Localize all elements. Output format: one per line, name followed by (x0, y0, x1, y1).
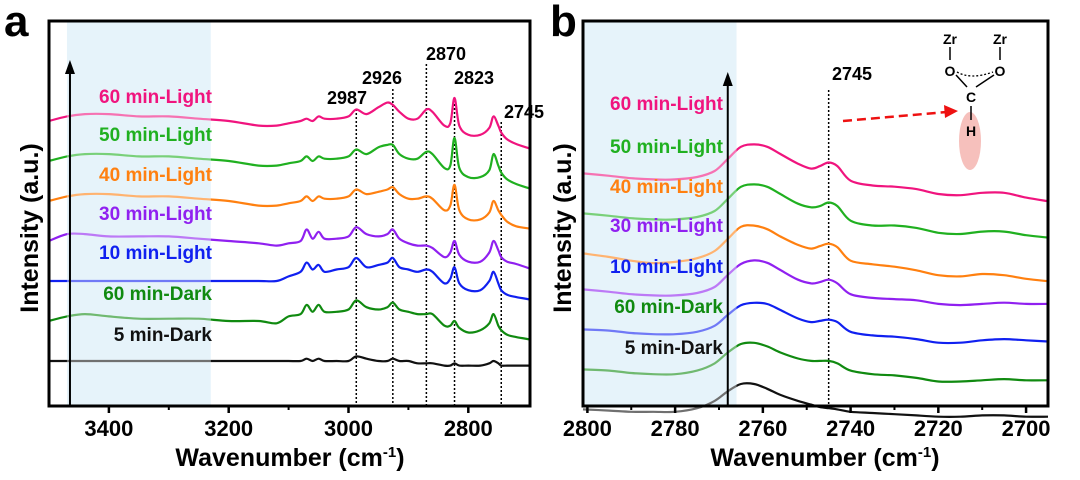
series-group-a (48, 96, 531, 367)
series-labels-a: 60 min-Light 50 min-Light 40 min-Light 30 m… (99, 87, 213, 346)
tick-label-2800: 2800 (444, 416, 493, 441)
arrow-head (64, 60, 75, 74)
series-line-60-min-dark-shaded (583, 344, 737, 376)
series-label-50-min-light: 50 min-Light (610, 137, 724, 158)
series-label-40-min-light: 40 min-Light (99, 165, 213, 186)
peak-labels-b: 2745 (832, 64, 872, 84)
x-axis-title-a: Wavenumber (cm-1) (175, 444, 404, 472)
o-atom-right: O (995, 63, 1006, 79)
trend-arrow-b (722, 72, 733, 406)
tick-label-3000: 3000 (324, 416, 373, 441)
ch-highlight (959, 112, 981, 170)
bond-o-c-left (955, 74, 968, 88)
tick-label-2780: 2780 (651, 416, 700, 441)
arrow-head (722, 72, 733, 86)
tick-label-2700: 2700 (1002, 416, 1051, 441)
peak-label-2823: 2823 (454, 68, 494, 88)
series-line-10-min-light (49, 256, 531, 301)
dashed-arrow-line (842, 110, 948, 123)
tick-label-2740: 2740 (826, 416, 875, 441)
trend-arrow-a (64, 60, 75, 406)
series-line-30-min-light (48, 226, 531, 270)
zr-atom-left: Zr (943, 31, 958, 47)
o-atom-left: O (945, 63, 956, 79)
series-line-60-min-dark (48, 299, 531, 341)
plot-frame-b (581, 19, 1050, 408)
y-axis-title-b: Intensity (a.u.) (549, 143, 577, 312)
series-line-60-min-light-shaded (583, 148, 737, 181)
series-label-50-min-light: 50 min-Light (99, 125, 213, 146)
series-line-30-min-light-shaded (583, 265, 737, 297)
series-line-5-min-dark-shaded (583, 384, 737, 414)
series-line-10-min-light-shaded (583, 306, 737, 336)
y-axis-title-a: Intensity (a.u.) (16, 143, 44, 312)
peak-lines-a (355, 64, 502, 406)
panel-letter-a: a (4, 0, 29, 46)
series-line-40-min-light-shaded (583, 228, 737, 265)
series-label-5-min-dark: 5 min-Dark (625, 338, 724, 359)
tick-label-2720: 2720 (914, 416, 963, 441)
series-labels-b: 60 min-Light 50 min-Light 40 min-Light 30 m… (610, 94, 724, 359)
zr-atom-right: Zr (993, 31, 1008, 47)
x-ticks-b: 2800 2780 2760 2740 2720 2700 (563, 406, 1051, 441)
assignment-arrow (842, 105, 958, 123)
series-label-60-min-light: 60 min-Light (610, 94, 724, 115)
peak-label-2870: 2870 (426, 44, 466, 64)
series-label-30-min-light: 30 min-Light (99, 204, 213, 225)
series-line-60-min-light (48, 96, 531, 150)
x-axis-title-b: Wavenumber (cm-1) (710, 444, 939, 472)
bond-o-c-right (975, 74, 995, 88)
series-group-b (582, 143, 1049, 418)
panel-a: a 3400 3200 3000 2800 29872926287028232745 … (4, 0, 544, 472)
x-ticks-a: 3400 3200 3000 2800 (84, 406, 493, 441)
series-label-30-min-light: 30 min-Light (610, 216, 724, 237)
formate-structure: Zr Zr O O C H (943, 31, 1008, 170)
series-label-10-min-light: 10 min-Light (610, 257, 724, 278)
series-label-40-min-light: 40 min-Light (610, 177, 724, 198)
panel-b: b 2800 2780 2760 2740 2720 2700 2745 60 min-L… (549, 0, 1051, 472)
peak-label-2745: 2745 (504, 102, 544, 122)
series-label-60-min-dark: 60 min-Dark (614, 297, 723, 318)
series-line-50-min-light (48, 136, 531, 190)
peak-label-2987: 2987 (327, 88, 367, 108)
shaded-region-a (66, 21, 211, 406)
series-line-50-min-light-shaded (583, 188, 737, 221)
series-label-60-min-light: 60 min-Light (99, 87, 213, 108)
tick-label-2800: 2800 (563, 416, 612, 441)
series-label-10-min-light: 10 min-Light (99, 243, 213, 264)
tick-label-3200: 3200 (204, 416, 253, 441)
peak-label-2926: 2926 (362, 68, 402, 88)
series-line-40-min-light (48, 183, 531, 230)
panel-letter-b: b (550, 0, 577, 46)
tick-label-3400: 3400 (84, 416, 133, 441)
arrow-head (944, 105, 958, 118)
c-atom: C (966, 89, 976, 105)
delocalized-bond (956, 71, 994, 77)
peak-label-2745: 2745 (832, 64, 872, 84)
tick-label-2760: 2760 (738, 416, 787, 441)
h-atom: H (966, 123, 976, 139)
series-label-5-min-dark: 5 min-Dark (114, 325, 213, 346)
series-label-60-min-dark: 60 min-Dark (103, 284, 212, 305)
series-line-5-min-dark (49, 355, 530, 367)
